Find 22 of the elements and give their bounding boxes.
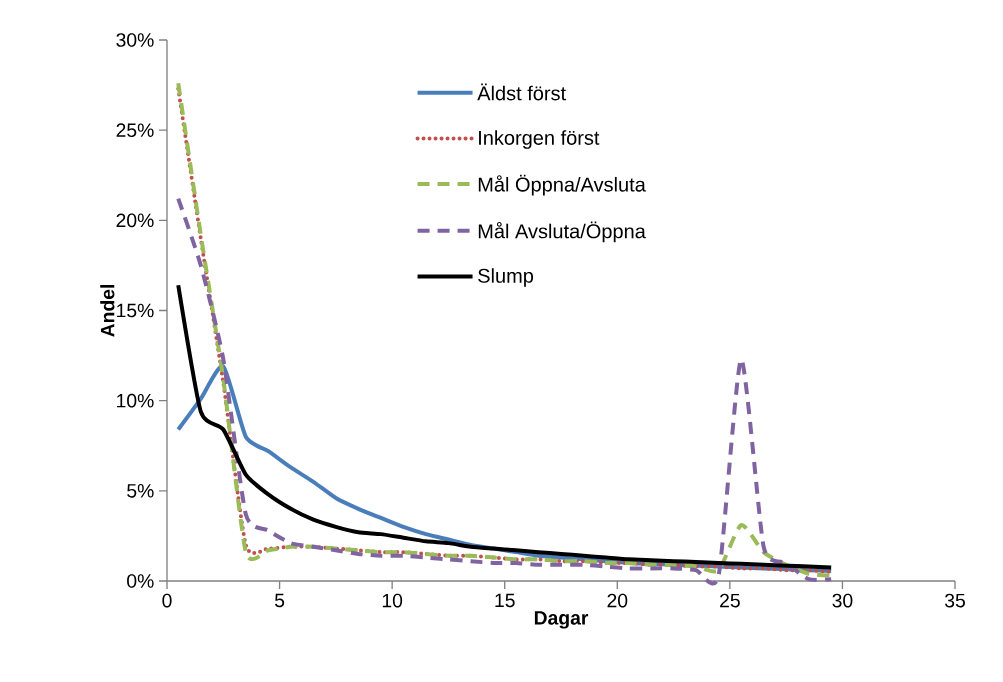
y-tick-label: 15% [117, 303, 154, 318]
legend-label: Inkorgen först [479, 130, 600, 149]
y-axis-title: Andel [100, 285, 115, 337]
x-tick-label: 35 [944, 593, 965, 608]
x-tick-label: 5 [274, 593, 285, 608]
legend-label: Slump [478, 268, 534, 287]
y-tick-label: 20% [116, 213, 154, 228]
y-tick-label: 30% [116, 33, 154, 47]
y-tick-label: 25% [116, 123, 154, 138]
y-tick-label: 10% [117, 393, 154, 408]
x-axis-title: Dagar [534, 611, 589, 629]
x-tick-label: 15 [495, 593, 515, 608]
x-tick-label: 10 [382, 593, 403, 608]
legend-label: Mål Öppna/Avsluta [478, 174, 646, 196]
x-tick-label: 0 [162, 593, 172, 608]
x-tick-label: 30 [832, 593, 853, 608]
legend-label: Mål Avsluta/Öppna [478, 221, 646, 243]
legend-label: Äldst först [477, 83, 566, 101]
x-tick-label: 25 [720, 593, 740, 608]
y-tick-label: 0% [127, 574, 154, 588]
y-tick-label: 5% [127, 484, 154, 498]
x-tick-label: 20 [607, 593, 628, 608]
